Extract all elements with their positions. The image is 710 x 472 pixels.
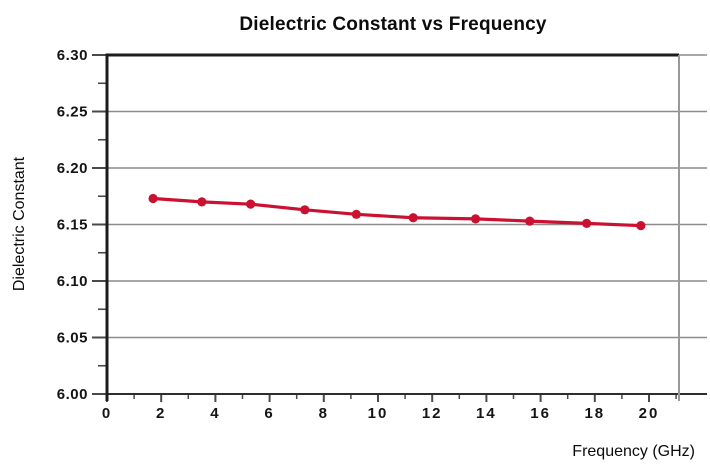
x-tick-label: 20 <box>639 405 660 422</box>
series-marker <box>148 193 158 204</box>
series-line <box>151 196 643 228</box>
series-marker <box>300 205 310 215</box>
series-marker <box>197 197 207 207</box>
series-marker <box>246 199 256 209</box>
x-tick-label: 10 <box>368 405 389 422</box>
x-tick-label: 6 <box>264 405 274 422</box>
x-tick-label: 18 <box>584 405 605 422</box>
series-marker <box>636 221 646 231</box>
series-marker <box>408 213 418 223</box>
series-marker <box>582 218 592 228</box>
y-tick-label: 6.25 <box>57 104 88 121</box>
series-marker <box>525 216 535 226</box>
y-tick-label: 6.20 <box>57 160 88 177</box>
series-marker <box>351 209 361 219</box>
y-tick-label: 6.00 <box>57 386 88 403</box>
y-tick-label: 6.10 <box>57 273 88 290</box>
y-tick-label: 6.15 <box>57 217 88 234</box>
chart-title: Dielectric Constant vs Frequency <box>239 14 547 35</box>
y-tick-label: 6.30 <box>57 47 88 64</box>
series-marker <box>470 214 481 224</box>
x-tick-label: 4 <box>210 405 220 422</box>
x-tick-label: 16 <box>530 405 551 422</box>
x-tick-label: 14 <box>476 405 497 422</box>
y-tick-label: 6.05 <box>57 330 88 347</box>
x-tick-label: 8 <box>319 405 329 422</box>
x-tick-label: 12 <box>422 405 443 422</box>
x-axis-title: Frequency (GHz) <box>572 443 695 460</box>
x-tick-label: 0 <box>102 405 112 422</box>
x-tick-label: 2 <box>156 405 166 422</box>
